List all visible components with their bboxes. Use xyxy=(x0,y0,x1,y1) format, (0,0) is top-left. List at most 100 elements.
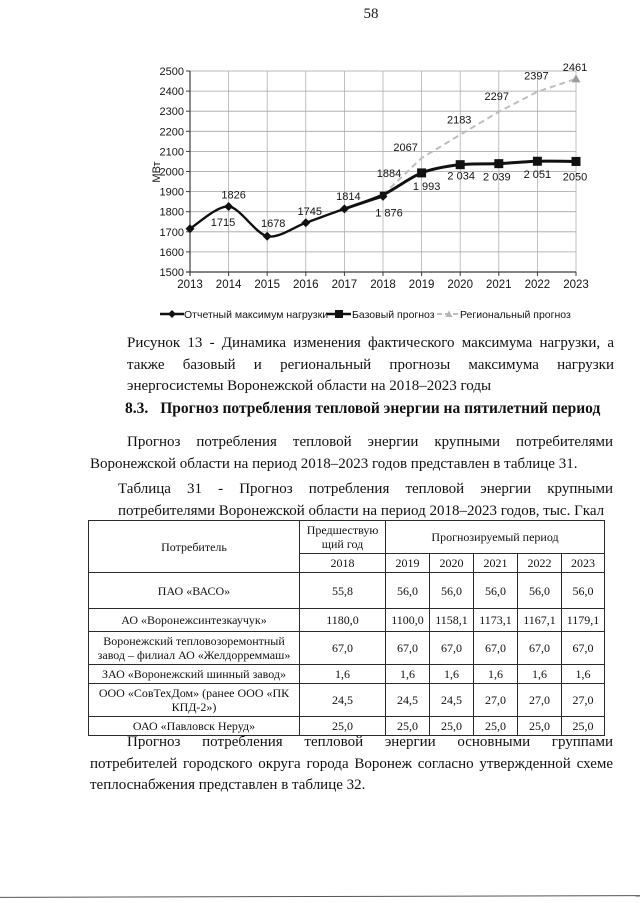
year-header: 2019 xyxy=(385,553,430,573)
value-cell: 1100,0 xyxy=(385,608,430,632)
svg-text:2022: 2022 xyxy=(525,279,551,291)
svg-text:1600: 1600 xyxy=(160,247,184,259)
value-cell: 56,0 xyxy=(429,572,474,609)
svg-text:1884: 1884 xyxy=(377,168,401,180)
value-cell: 1,6 xyxy=(299,664,386,684)
value-cell: 1,6 xyxy=(560,664,606,684)
table-row: Воронежский тепловозоремонтный завод – ф… xyxy=(88,631,606,665)
y-axis-labels: 1500 1600 1700 1800 1900 2000 2100 2200 2300 2400… xyxy=(160,66,184,279)
value-cell: 25,0 xyxy=(473,716,518,736)
paragraph-table32-intro: Прогноз потребления тепловой энергии осн… xyxy=(90,734,613,793)
svg-text:2300: 2300 xyxy=(160,106,184,118)
svg-text:2200: 2200 xyxy=(160,126,184,138)
svg-text:2100: 2100 xyxy=(160,146,184,158)
value-cell: 1,6 xyxy=(385,664,430,684)
svg-text:2000: 2000 xyxy=(160,167,184,179)
svg-text:1814: 1814 xyxy=(336,191,360,203)
svg-text:2297: 2297 xyxy=(485,91,509,103)
series-value-labels: 2067 2183 2297 2397 2461 xyxy=(393,62,587,154)
svg-text:2050: 2050 xyxy=(563,171,587,183)
chart-axes xyxy=(186,70,577,276)
svg-text:1 876: 1 876 xyxy=(375,207,403,219)
value-cell: 55,8 xyxy=(299,572,386,609)
svg-text:1 993: 1 993 xyxy=(413,181,441,193)
value-cell: 1158,1 xyxy=(429,608,474,632)
chart-canvas: 1500 1600 1700 1800 1900 2000 2100 2200 2300 2400… xyxy=(151,62,589,321)
table-row: ЗАО «Воронежский шинный завод» 1,6 1,6 1,6 1… xyxy=(88,664,606,684)
y-axis-title: МВт xyxy=(151,161,163,182)
load-forecast-chart: 1500 1600 1700 1800 1900 2000 2100 2200 2300 2400… xyxy=(148,52,640,332)
value-cell: 25,0 xyxy=(385,716,430,736)
consumer-cell: АО «Воронежсинтезкаучук» xyxy=(88,608,300,632)
value-cell: 67,0 xyxy=(385,631,430,665)
svg-text:2 051: 2 051 xyxy=(524,169,552,181)
series-value-labels: 1884 1 993 2 034 2 039 2 051 2050 xyxy=(377,168,587,193)
section-number: 8.3. xyxy=(125,400,149,417)
value-cell: 25,0 xyxy=(299,716,386,736)
svg-text:1700: 1700 xyxy=(160,227,184,239)
svg-text:1900: 1900 xyxy=(160,187,184,199)
value-cell: 25,0 xyxy=(517,716,562,736)
table-header-row-1: Потребитель Предшествующий год Прогнозир… xyxy=(88,520,606,573)
svg-text:1800: 1800 xyxy=(160,207,184,219)
value-cell: 56,0 xyxy=(560,572,606,609)
value-cell: 1,6 xyxy=(429,664,474,684)
value-cell: 1179,1 xyxy=(560,608,606,632)
value-cell: 67,0 xyxy=(299,631,386,665)
svg-text:Базовый прогноз: Базовый прогноз xyxy=(352,309,435,321)
series-regional-forecast xyxy=(382,74,581,196)
page-number: 58 xyxy=(363,6,379,22)
svg-text:2500: 2500 xyxy=(160,66,184,78)
svg-text:2067: 2067 xyxy=(393,142,417,154)
svg-text:2019: 2019 xyxy=(409,279,435,291)
table-caption: Таблица 31 - Прогноз потребления теплово… xyxy=(118,481,613,519)
series-base-forecast xyxy=(343,156,581,211)
table-row: ПАО «ВАСО» 55,8 56,0 56,0 56,0 56,0 56,0 xyxy=(88,572,606,609)
year-header: 2020 xyxy=(429,553,474,573)
svg-text:2400: 2400 xyxy=(160,86,184,98)
value-cell: 56,0 xyxy=(385,572,430,609)
paragraph-forecast-intro: Прогноз потребления тепловой энергии кру… xyxy=(90,434,613,472)
svg-text:1826: 1826 xyxy=(221,189,245,201)
svg-text:2013: 2013 xyxy=(177,279,203,291)
svg-text:Отчетный максимум нагрузки: Отчетный максимум нагрузки xyxy=(184,309,328,321)
svg-text:2023: 2023 xyxy=(563,279,589,291)
svg-text:2018: 2018 xyxy=(370,279,396,291)
heat-consumption-table: Потребитель Предшествующий год Прогнозир… xyxy=(88,520,606,736)
table-row: АО «Воронежсинтезкаучук» 1180,0 1100,0 1158… xyxy=(88,608,606,632)
svg-text:2397: 2397 xyxy=(524,71,548,83)
col-header-consumer: Потребитель xyxy=(88,520,300,573)
svg-text:2021: 2021 xyxy=(486,279,512,291)
chart-legend: Отчетный максимум нагрузки Базовый прогно… xyxy=(160,309,571,321)
x-axis-labels: 2013 2014 2015 2016 2017 2018 2019 2020 2021 2022… xyxy=(177,279,589,291)
svg-text:2015: 2015 xyxy=(254,279,280,291)
value-cell: 67,0 xyxy=(517,631,562,665)
col-header-forecast-period: Прогнозируемый период xyxy=(384,520,606,554)
consumer-cell: ООО «СовТехДом» (ранее ООО «ПК КПД-2») xyxy=(88,683,300,717)
svg-text:2016: 2016 xyxy=(293,279,319,291)
section-title: Прогноз потребления тепловой энергии на … xyxy=(160,400,601,417)
value-cell: 67,0 xyxy=(429,631,474,665)
value-cell: 27,0 xyxy=(473,683,518,717)
svg-text:Региональный прогноз: Региональный прогноз xyxy=(460,309,571,321)
value-cell: 1167,1 xyxy=(517,608,562,632)
col-header-prev-year: Предшествующий год xyxy=(299,520,386,554)
svg-text:2 034: 2 034 xyxy=(447,171,475,183)
value-cell: 1,6 xyxy=(473,664,518,684)
value-cell: 27,0 xyxy=(517,683,562,717)
consumer-cell: ПАО «ВАСО» xyxy=(88,572,300,609)
series-value-labels: 1715 1826 1678 1745 1814 1 876 xyxy=(211,189,403,230)
value-cell: 67,0 xyxy=(560,631,606,665)
svg-text:1745: 1745 xyxy=(298,206,322,218)
svg-text:1715: 1715 xyxy=(211,217,235,229)
value-cell: 24,5 xyxy=(385,683,430,717)
value-cell: 27,0 xyxy=(560,683,606,717)
year-header: 2018 xyxy=(299,553,386,573)
year-header: 2023 xyxy=(560,553,606,573)
value-cell: 24,5 xyxy=(299,683,386,717)
value-cell: 25,0 xyxy=(560,716,606,736)
value-cell: 1173,1 xyxy=(473,608,518,632)
consumer-cell: Воронежский тепловозоремонтный завод – ф… xyxy=(88,631,300,665)
svg-text:2014: 2014 xyxy=(216,279,242,291)
